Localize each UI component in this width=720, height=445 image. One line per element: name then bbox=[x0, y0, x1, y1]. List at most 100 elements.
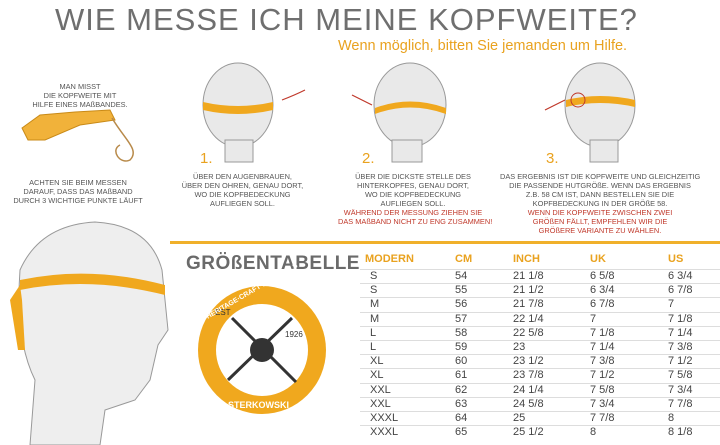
intro-note: ACHTEN SIE BEIM MESSEN DARAUF, DASS DAS M… bbox=[8, 178, 148, 205]
table-cell: 6 3/4 bbox=[590, 284, 615, 297]
warning-line: WÄHREND DER MESSUNG ZIEHEN SIE bbox=[343, 208, 483, 217]
text-line: HINTERKOPFES, GENAU DORT, bbox=[357, 181, 469, 190]
table-cell: 22 1/4 bbox=[513, 312, 544, 325]
table-cell: 7 7/8 bbox=[668, 397, 693, 410]
row-divider bbox=[360, 311, 720, 313]
column-header: UK bbox=[590, 253, 606, 265]
head-side-icon bbox=[544, 62, 636, 163]
table-cell: 7 3/8 bbox=[590, 355, 615, 368]
text-line: ÜBER DIE DICKSTE STELLE DES bbox=[355, 172, 471, 181]
row-divider bbox=[360, 297, 720, 299]
table-cell: 62 bbox=[455, 383, 468, 396]
intro-note: MAN MISST DIE KOPFWEITE MIT HILFE EINES MA… bbox=[20, 82, 140, 109]
warning-line: GRÖßERE VARIANTE ZU WÄHLEN. bbox=[538, 226, 662, 235]
table-cell: 8 bbox=[590, 426, 597, 439]
table-cell: S bbox=[370, 270, 378, 282]
text-line: WO DIE KOPFBEDECKUNG bbox=[194, 190, 291, 199]
table-cell: 23 1/2 bbox=[513, 355, 544, 368]
table-cell: 6 7/8 bbox=[668, 284, 693, 297]
row-divider bbox=[360, 368, 720, 370]
table-cell: XL bbox=[370, 355, 384, 368]
table-cell: 7 1/4 bbox=[668, 326, 693, 339]
table-cell: L bbox=[370, 341, 377, 353]
row-divider bbox=[360, 325, 720, 327]
table-cell: 6 5/8 bbox=[590, 270, 615, 282]
warning-line: DAS MAßBAND NICHT ZU ENG ZUSAMMEN! bbox=[338, 217, 493, 226]
text-line: HILFE EINES MAßBANDES. bbox=[32, 100, 128, 109]
step-number: 2. bbox=[362, 150, 375, 167]
table-cell: 56 bbox=[455, 298, 468, 311]
table-cell: 57 bbox=[455, 312, 468, 325]
row-divider bbox=[360, 382, 720, 384]
text-line: Z.B. 58 CM IST, DANN BESTELLEN SIE DIE bbox=[525, 190, 675, 199]
table-cell: 60 bbox=[455, 355, 468, 368]
table-cell: 7 1/2 bbox=[668, 355, 693, 368]
text-line: ÜBER DEN OHREN, GENAU DORT, bbox=[181, 181, 304, 190]
table-cell: 25 bbox=[513, 412, 526, 424]
row-divider bbox=[360, 283, 720, 285]
text-line: ÜBER DEN AUGENBRAUEN, bbox=[193, 172, 292, 181]
table-cell: 21 1/8 bbox=[513, 270, 544, 282]
table-cell: S bbox=[370, 284, 378, 297]
row-divider bbox=[360, 425, 720, 427]
text-line: WO DIE KOPFBEDECKUNG bbox=[364, 190, 462, 199]
table-cell: 23 7/8 bbox=[513, 369, 544, 382]
text-line: DURCH 3 WICHTIGE PUNKTE LÄUFT bbox=[13, 196, 143, 205]
table-cell: XXL bbox=[370, 397, 391, 410]
table-cell: 22 5/8 bbox=[513, 326, 544, 339]
step-text: DAS ERGEBNIS IST DIE KOPFWEITE UND GLEIC… bbox=[500, 172, 700, 235]
table-cell: XXXL bbox=[370, 412, 399, 424]
text-line: ACHTEN SIE BEIM MESSEN bbox=[29, 178, 127, 187]
table-cell: 63 bbox=[455, 397, 468, 410]
text-line: AUFLIEGEN SOLL. bbox=[210, 199, 275, 208]
table-cell: XXXL bbox=[370, 426, 399, 439]
table-cell: 7 bbox=[668, 298, 675, 311]
row-divider bbox=[360, 340, 720, 341]
head-back-icon bbox=[351, 62, 447, 163]
tape-measure-icon bbox=[21, 109, 134, 162]
table-cell: XXL bbox=[370, 383, 391, 396]
text-line: KOPFBEDECKUNG IN DER GRÖßE 58. bbox=[532, 199, 668, 208]
row-divider bbox=[360, 354, 720, 356]
head-front-icon bbox=[202, 62, 306, 163]
table-cell: 7 1/8 bbox=[668, 312, 693, 325]
table-cell: 7 3/8 bbox=[668, 341, 693, 353]
table-cell: 54 bbox=[455, 270, 468, 282]
logo-ring-text: STERKOWSKI bbox=[228, 400, 290, 410]
table-cell: 7 bbox=[590, 312, 597, 325]
step-text: ÜBER DIE DICKSTE STELLE DES HINTERKOPFES,… bbox=[338, 172, 493, 226]
table-cell: 59 bbox=[455, 341, 468, 353]
logo-year: 1926 bbox=[285, 330, 303, 339]
warning-line: WENN DIE KOPFWEITE ZWISCHEN ZWEI bbox=[527, 208, 673, 217]
table-cell: 6 7/8 bbox=[590, 298, 615, 311]
column-header: MODERN bbox=[365, 253, 414, 265]
step-text: ÜBER DEN AUGENBRAUEN, ÜBER DEN OHREN, GEN… bbox=[180, 172, 305, 208]
row-divider bbox=[360, 269, 720, 270]
step-number: 3. bbox=[546, 150, 559, 167]
large-head-illustration bbox=[10, 221, 169, 445]
column-header: CM bbox=[455, 253, 473, 265]
table-cell: 65 bbox=[455, 426, 468, 439]
table-cell: 8 1/8 bbox=[668, 426, 693, 439]
table-cell: 7 3/4 bbox=[668, 383, 693, 396]
table-cell: XL bbox=[370, 369, 384, 382]
table-cell: M bbox=[370, 312, 380, 325]
table-cell: 7 5/8 bbox=[590, 383, 615, 396]
table-cell: 8 bbox=[668, 412, 675, 424]
table-title: GRÖßENTABELLE bbox=[186, 253, 360, 274]
table-cell: 24 1/4 bbox=[513, 383, 544, 396]
table-cell: 23 bbox=[513, 341, 526, 353]
table-cell: 6 3/4 bbox=[668, 270, 693, 282]
column-header: US bbox=[668, 253, 684, 265]
column-header: INCH bbox=[513, 253, 540, 265]
logo-est: EST bbox=[215, 308, 231, 317]
table-cell: 21 7/8 bbox=[513, 298, 544, 311]
table-cell: 58 bbox=[455, 326, 468, 339]
step-number: 1. bbox=[200, 150, 213, 167]
table-cell: 21 1/2 bbox=[513, 284, 544, 297]
table-cell: 7 1/4 bbox=[590, 341, 615, 353]
table-cell: 7 1/8 bbox=[590, 326, 615, 339]
table-cell: 64 bbox=[455, 412, 468, 424]
